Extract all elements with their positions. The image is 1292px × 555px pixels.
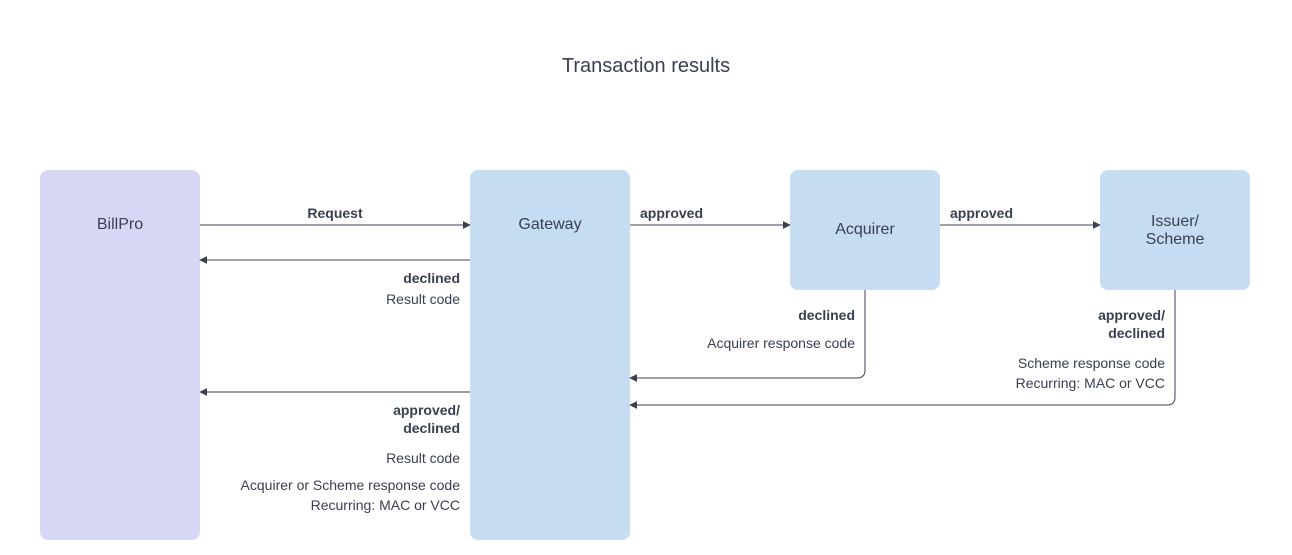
node-issuer: Issuer/Scheme: [1100, 170, 1250, 290]
edge-label: approved: [640, 205, 703, 221]
edge-label: Result code: [386, 291, 460, 307]
edge-label: Recurring: MAC or VCC: [1016, 375, 1165, 391]
edge-label: approved/: [1098, 307, 1165, 323]
node-gateway-label: Gateway: [518, 216, 581, 233]
node-acquirer-label: Acquirer: [835, 221, 895, 238]
edge-label: approved/: [393, 402, 460, 418]
edge-label: Acquirer response code: [707, 335, 855, 351]
node-acquirer: Acquirer: [790, 170, 940, 290]
edge-label: Result code: [386, 450, 460, 466]
node-billpro-label: BillPro: [97, 216, 143, 233]
node-issuer-label: Issuer/Scheme: [1146, 213, 1205, 248]
edge-label: Acquirer or Scheme response code: [241, 477, 461, 493]
edge-label: Recurring: MAC or VCC: [311, 497, 460, 513]
edge-label: Scheme response code: [1018, 355, 1165, 371]
edge-acq_gw_decl: [630, 290, 865, 378]
transaction-results-diagram: Transaction results BillPro Gateway Acqu…: [0, 0, 1292, 555]
diagram-title: Transaction results: [562, 55, 730, 77]
edge-label: declined: [798, 307, 855, 323]
edge-label: approved: [950, 205, 1013, 221]
edges: Request approved approved declined Result co…: [200, 205, 1175, 513]
edge-label: declined: [1108, 325, 1165, 341]
edge-label: declined: [403, 420, 460, 436]
node-gateway: Gateway: [470, 170, 630, 540]
edge-label: declined: [403, 270, 460, 286]
edge-label: Request: [307, 205, 363, 221]
node-billpro: BillPro: [40, 170, 200, 540]
